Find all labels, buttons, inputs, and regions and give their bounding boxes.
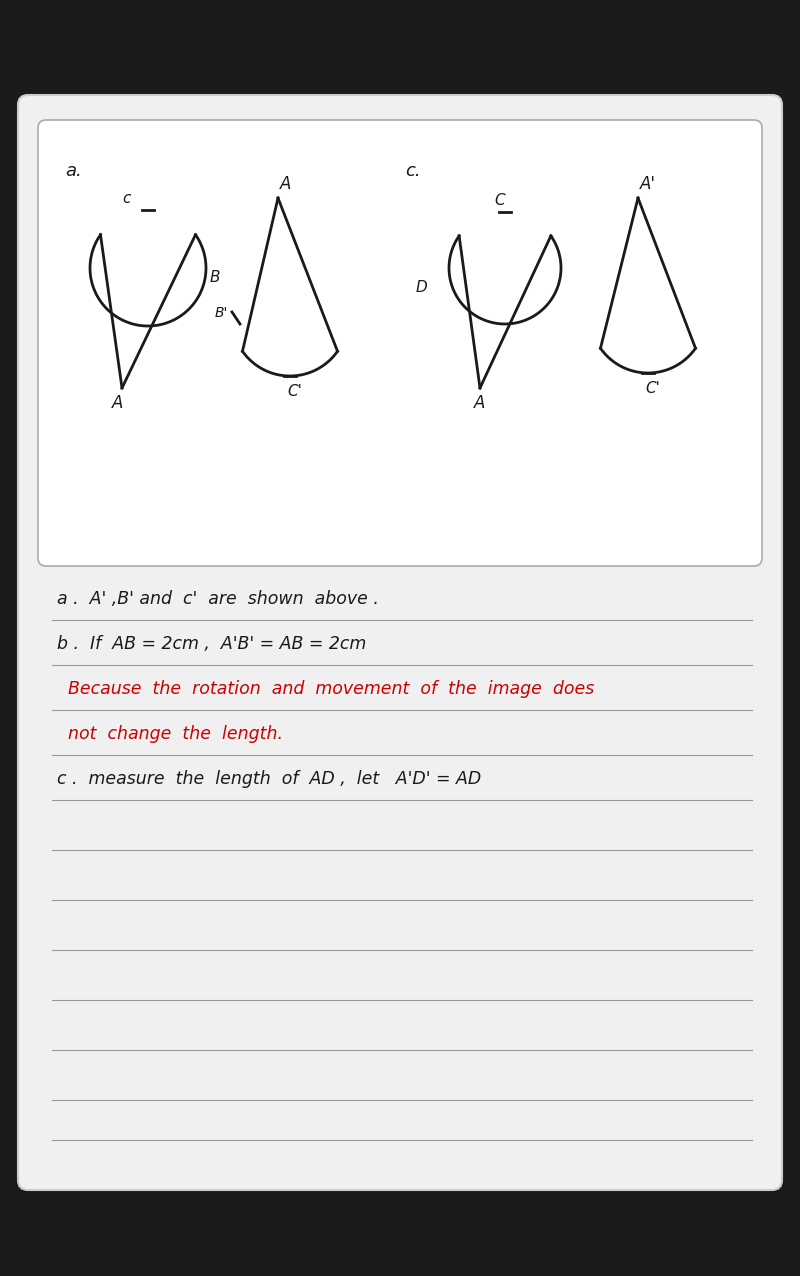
Text: A': A' [640, 175, 656, 193]
Text: A: A [112, 394, 124, 412]
Text: A: A [474, 394, 486, 412]
Text: D: D [415, 281, 427, 296]
Text: c .  measure  the  length  of  AD ,  let   A'D' = AD: c . measure the length of AD , let A'D' … [57, 769, 482, 789]
Text: C': C' [646, 382, 661, 396]
FancyBboxPatch shape [38, 120, 762, 567]
Text: A: A [280, 175, 291, 193]
Text: C: C [494, 193, 506, 208]
Text: a.: a. [65, 162, 82, 180]
FancyBboxPatch shape [18, 94, 782, 1191]
Text: c: c [122, 191, 130, 205]
Text: c.: c. [405, 162, 421, 180]
Text: Because  the  rotation  and  movement  of  the  image  does: Because the rotation and movement of the… [57, 680, 594, 698]
Text: B': B' [214, 306, 228, 320]
Text: a .  A' ,B' and  c'  are  shown  above .: a . A' ,B' and c' are shown above . [57, 590, 379, 607]
Text: C': C' [287, 384, 302, 399]
Text: B: B [210, 271, 221, 286]
Text: b .  If  AB = 2cm ,  A'B' = AB = 2cm: b . If AB = 2cm , A'B' = AB = 2cm [57, 635, 366, 653]
Text: not  change  the  length.: not change the length. [57, 725, 283, 743]
